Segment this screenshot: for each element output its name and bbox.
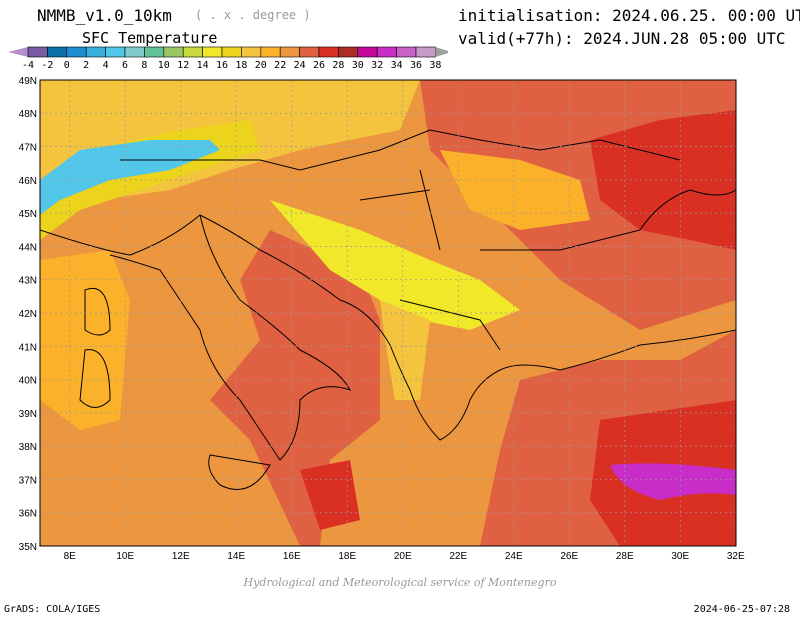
colorbar-tick-label: 32 — [371, 60, 383, 70]
map-frame — [39, 79, 737, 547]
latitude-label: 40N — [19, 376, 37, 387]
coastlines — [40, 129, 736, 490]
colorbar-tick-label: 26 — [313, 60, 325, 70]
latitude-label: 37N — [19, 475, 37, 486]
valid-time: valid(+77h): 2024.JUN.28 05:00 UTC — [458, 29, 786, 48]
software-label: GrADS: COLA/IGES — [4, 604, 101, 615]
colorbar-tick-label: 38 — [429, 60, 441, 70]
colorbar-over-arrow — [435, 47, 448, 57]
temperature-field — [40, 80, 736, 546]
variable-title: SFC Temperature — [82, 29, 218, 47]
longitude-label: 10E — [116, 551, 134, 562]
colorbar-tick-label: 28 — [332, 60, 344, 70]
longitude-label: 28E — [616, 551, 634, 562]
latitude-label: 44N — [19, 242, 37, 253]
longitude-label: 32E — [727, 551, 745, 562]
longitude-label: 20E — [394, 551, 412, 562]
colorbar-tick-label: 14 — [197, 60, 209, 70]
initialisation-time: initialisation: 2024.06.25. 00:00 UTC — [458, 6, 800, 25]
latitude-label: 43N — [19, 276, 37, 287]
colorbar-tick-label: 24 — [294, 60, 306, 70]
latitude-label: 49N — [19, 76, 37, 87]
longitude-label: 30E — [671, 551, 689, 562]
latitude-label: 45N — [19, 209, 37, 220]
colorbar-tick-label: 18 — [235, 60, 247, 70]
colorbar-tick-label: 6 — [122, 60, 128, 70]
longitude-label: 18E — [338, 551, 356, 562]
latitude-label: 47N — [19, 143, 37, 154]
colorbar-tick-label: 30 — [352, 60, 364, 70]
credit-text: Hydrological and Meteorological service … — [243, 576, 557, 589]
colorbar-tick-label: 2 — [83, 60, 89, 70]
colorbar: -4 -2 0 2 4 6 8 10 12 14 16 18 20 22 24 26 28 30 32 34 36 38 — [8, 46, 448, 70]
longitude-label: 14E — [227, 551, 245, 562]
latitude-label: 35N — [19, 542, 37, 553]
latitude-label: 46N — [19, 176, 37, 187]
colorbar-tick-label: 8 — [141, 60, 147, 70]
latitude-label: 36N — [19, 509, 37, 520]
render-timestamp: 2024-06-25-07:28 — [693, 604, 790, 615]
colorbar-tick-label: 22 — [274, 60, 286, 70]
colorbar-tick-label: -2 — [41, 60, 53, 70]
colorbar-tick-label: 4 — [103, 60, 109, 70]
units-label: ( . x . degree ) — [195, 8, 311, 22]
colorbar-tick-label: 16 — [216, 60, 228, 70]
longitude-label: 12E — [172, 551, 190, 562]
colorbar-tick-label: -4 — [22, 60, 34, 70]
colorbar-tick-label: 20 — [255, 60, 267, 70]
model-title: NMMB_v1.0_10km — [37, 6, 172, 25]
longitude-label: 8E — [64, 551, 77, 562]
colorbar-under-arrow — [8, 47, 28, 57]
colorbar-tick-label: 36 — [410, 60, 422, 70]
colorbar-tick-label: 10 — [158, 60, 170, 70]
longitude-label: 22E — [449, 551, 467, 562]
longitude-label: 26E — [560, 551, 578, 562]
colorbar-tick-label: 34 — [391, 60, 403, 70]
latitude-label: 39N — [19, 409, 37, 420]
longitude-label: 24E — [505, 551, 523, 562]
colorbar-tick-label: 12 — [177, 60, 189, 70]
longitude-label: 16E — [283, 551, 301, 562]
latitude-label: 48N — [19, 109, 37, 120]
colorbar-tick-label: 0 — [64, 60, 70, 70]
latitude-label: 41N — [19, 342, 37, 353]
latitude-label: 38N — [19, 442, 37, 453]
latitude-label: 42N — [19, 309, 37, 320]
